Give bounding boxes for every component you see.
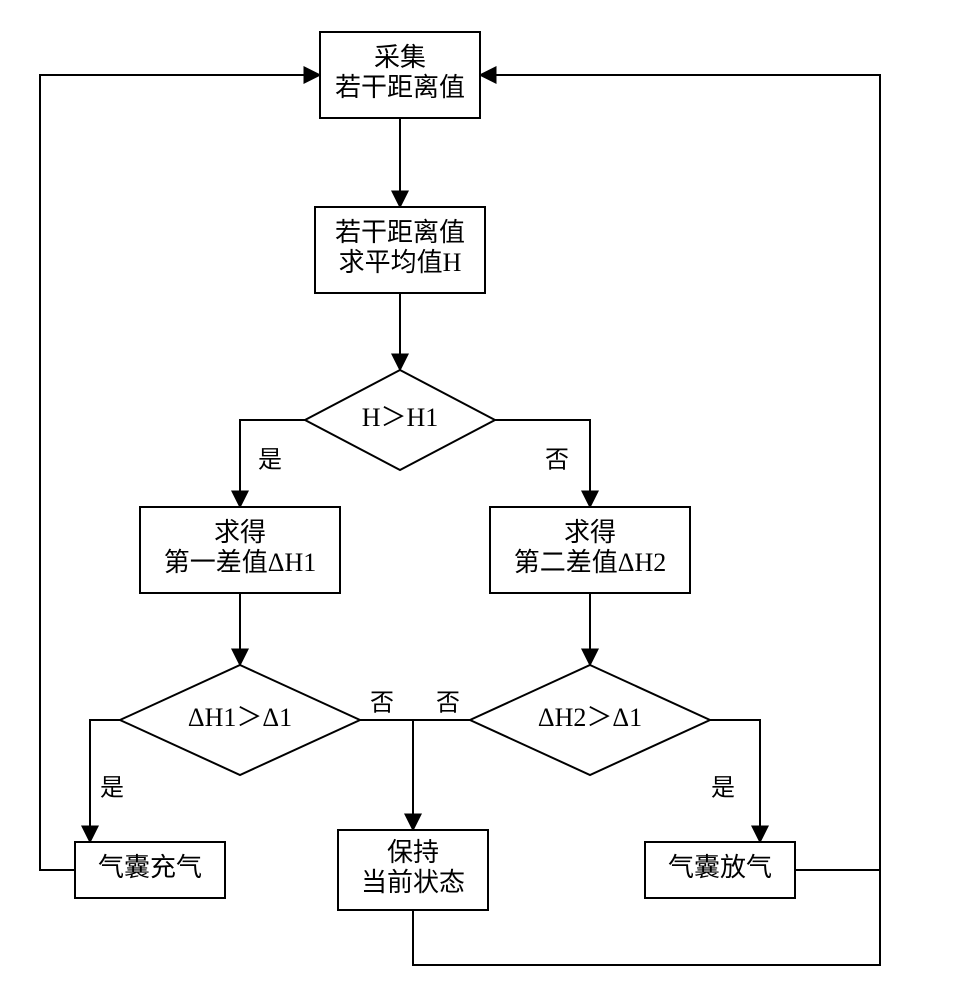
node-label: 保持 [387, 838, 439, 867]
node-label: 气囊充气 [98, 853, 202, 882]
nodes: 采集若干距离值若干距离值求平均值HH＞H1求得第一差值ΔH1求得第二差值ΔH2Δ… [75, 32, 795, 910]
node-deflate: 气囊放气 [645, 842, 795, 898]
node-cmp_h: H＞H1 [305, 370, 495, 470]
node-label: ΔH1＞Δ1 [188, 703, 292, 732]
node-label: 若干距离值 [335, 218, 465, 247]
node-cmp_d1: ΔH1＞Δ1 [120, 665, 360, 775]
node-cmp_d2: ΔH2＞Δ1 [470, 665, 710, 775]
edge-label: 否 [545, 448, 569, 474]
node-label: 当前状态 [361, 868, 465, 897]
edge-label: 否 [370, 691, 394, 717]
node-collect: 采集若干距离值 [320, 32, 480, 118]
node-diff2: 求得第二差值ΔH2 [490, 507, 690, 593]
node-label: 气囊放气 [668, 853, 772, 882]
node-keep: 保持当前状态 [338, 830, 488, 910]
node-inflate: 气囊充气 [75, 842, 225, 898]
node-label: 求得 [564, 518, 616, 547]
node-label: 求得 [214, 518, 266, 547]
node-diff1: 求得第一差值ΔH1 [140, 507, 340, 593]
flowchart: 是否是是否否 采集若干距离值若干距离值求平均值HH＞H1求得第一差值ΔH1求得第… [0, 0, 978, 1000]
node-label: ΔH2＞Δ1 [538, 703, 642, 732]
node-label: 采集 [374, 43, 426, 72]
node-label: 若干距离值 [335, 73, 465, 102]
edge-label: 是 [100, 776, 124, 802]
edge [360, 720, 413, 830]
node-label: 求平均值H [339, 248, 462, 277]
edge-label: 是 [258, 448, 282, 474]
edge [495, 420, 590, 507]
node-label: 第一差值ΔH1 [164, 548, 317, 577]
edge-label: 否 [436, 691, 460, 717]
node-label: 第二差值ΔH2 [514, 548, 667, 577]
edge-label: 是 [711, 776, 735, 802]
node-label: H＞H1 [362, 403, 439, 432]
node-average: 若干距离值求平均值H [315, 207, 485, 293]
